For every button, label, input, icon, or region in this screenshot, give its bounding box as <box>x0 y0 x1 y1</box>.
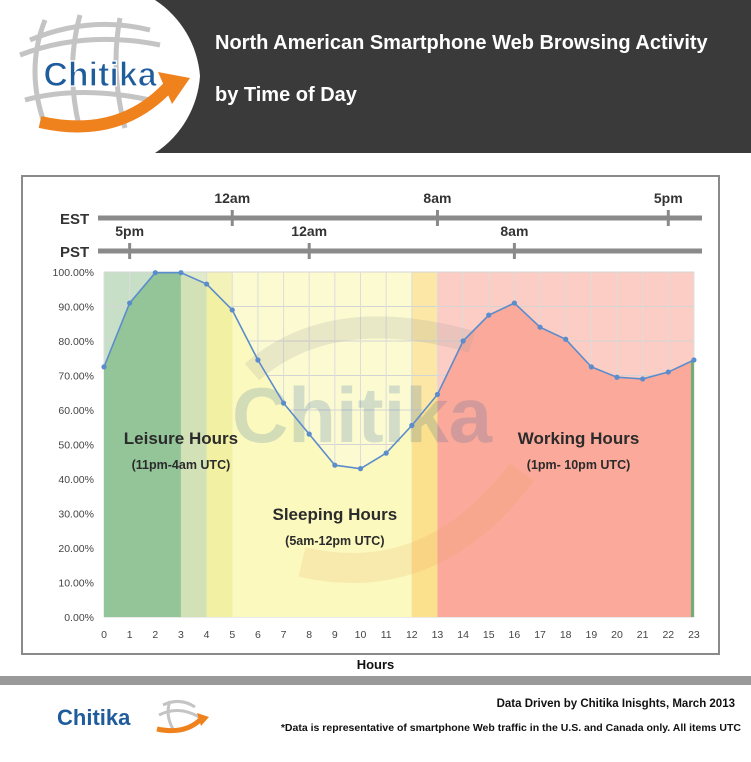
x-tick-label: 5 <box>229 629 235 641</box>
footer-divider <box>0 676 751 685</box>
chitika-logo: Chitika <box>0 0 200 153</box>
x-tick-label: 0 <box>101 629 107 641</box>
x-tick-label: 20 <box>611 629 623 641</box>
data-point-19 <box>588 364 594 370</box>
data-point-1 <box>127 300 133 306</box>
logo-wordmark: Chitika <box>43 56 157 94</box>
annotation-title-0: Leisure Hours <box>124 429 238 448</box>
data-point-14 <box>460 338 466 344</box>
timezone-label-pst: PST <box>60 244 89 261</box>
x-tick-label: 10 <box>355 629 367 641</box>
x-tick-label: 16 <box>509 629 521 641</box>
footnote: *Data is representative of smartphone We… <box>280 722 741 734</box>
data-point-4 <box>204 281 210 287</box>
series-line <box>103 271 695 470</box>
y-tick-label: 70.00% <box>58 371 94 383</box>
x-tick-label: 2 <box>152 629 158 641</box>
x-tick-label: 19 <box>586 629 598 641</box>
annotation-title-1: Sleeping Hours <box>273 505 398 524</box>
annotation-title-2: Working Hours <box>518 429 640 448</box>
annotation-subtitle-1: (5am-12pm UTC) <box>285 534 384 548</box>
x-tick-label: 17 <box>534 629 546 641</box>
footer-logo-wordmark: Chitika <box>57 705 131 730</box>
x-tick-label: 1 <box>127 629 133 641</box>
x-tick-label: 3 <box>178 629 184 641</box>
data-point-21 <box>640 376 646 382</box>
source-credit: Data Driven by Chitika Inisghts, March 2… <box>496 698 735 710</box>
y-tick-label: 100.00% <box>53 267 94 279</box>
y-tick-label: 0.00% <box>64 612 94 624</box>
timezone-mark-label: 5pm <box>115 223 144 239</box>
data-point-20 <box>614 374 620 380</box>
y-tick-label: 30.00% <box>58 509 94 521</box>
data-point-11 <box>383 450 389 456</box>
annotation-subtitle-0: (11pm-4am UTC) <box>132 458 231 472</box>
area-segment-5 <box>437 303 694 617</box>
data-point-0 <box>101 364 107 370</box>
chart-area: Chitika 0.00% 10.00% 20.00% 30.00% 40.00% 50.… <box>53 190 702 641</box>
y-tick-label: 10.00% <box>58 578 94 590</box>
page-title: North American Smartphone Web Browsing A… <box>215 32 708 54</box>
data-point-22 <box>665 369 671 375</box>
area-segment-2 <box>206 284 233 617</box>
data-point-15 <box>486 312 492 318</box>
chart-frame: Chitika 0.00% 10.00% 20.00% 30.00% 40.00% 50.… <box>21 175 720 655</box>
x-tick-label: 6 <box>255 629 261 641</box>
data-point-12 <box>409 422 415 429</box>
data-point-17 <box>537 324 543 330</box>
x-tick-label: 22 <box>662 629 674 641</box>
y-tick-label: 80.00% <box>58 336 94 348</box>
annotation-subtitle-2: (1pm- 10pm UTC) <box>527 458 630 472</box>
data-point-6 <box>255 357 261 363</box>
x-tick-label: 9 <box>332 629 338 641</box>
x-tick-label: 14 <box>457 629 469 641</box>
y-tick-label: 90.00% <box>58 302 94 314</box>
data-point-10 <box>357 466 364 472</box>
x-tick-label: 11 <box>381 629 392 641</box>
x-tick-label: 23 <box>688 629 700 641</box>
globe-grid-icon <box>19 14 161 131</box>
timezone-mark-label: 12am <box>214 190 250 206</box>
data-point-7 <box>280 400 287 406</box>
timezone-mark-label: 8am <box>423 190 451 206</box>
data-point-23 <box>691 357 697 363</box>
data-point-8 <box>306 431 312 437</box>
timezone-mark-label: 8am <box>500 223 528 239</box>
area-segment-1 <box>180 272 207 617</box>
x-tick-label: 4 <box>204 629 210 641</box>
data-point-13 <box>434 391 441 398</box>
timezone-mark-label: 5pm <box>654 190 683 206</box>
y-tick-label: 20.00% <box>58 543 94 555</box>
x-tick-label: 13 <box>432 629 444 641</box>
data-point-2 <box>152 270 158 276</box>
page-subtitle: by Time of Day <box>215 84 357 106</box>
data-point-16 <box>511 300 517 306</box>
data-point-9 <box>332 462 338 468</box>
x-tick-label: 12 <box>406 629 418 641</box>
data-point-3 <box>178 270 184 276</box>
area-segment-0 <box>104 272 181 617</box>
x-axis-title: Hours <box>356 657 395 672</box>
area-end-cap <box>690 359 694 617</box>
y-tick-label: 40.00% <box>58 474 94 486</box>
svg-text:Chitika: Chitika <box>232 371 493 459</box>
x-tick-label: 21 <box>637 629 649 641</box>
y-tick-label: 50.00% <box>58 440 94 452</box>
timezone-mark-label: 12am <box>291 223 327 239</box>
chitika-footer-logo: Chitika <box>57 700 209 734</box>
header-banner: Chitika North American Smartphone Web Br… <box>0 0 751 153</box>
y-tick-label: 60.00% <box>58 405 94 417</box>
data-point-5 <box>229 307 235 313</box>
x-tick-label: 8 <box>306 629 312 641</box>
area-segment-4 <box>411 394 438 617</box>
data-point-18 <box>563 336 569 342</box>
x-tick-label: 7 <box>281 629 287 641</box>
area-segment-3 <box>232 309 412 617</box>
timezone-label-est: EST <box>60 211 89 228</box>
x-tick-label: 15 <box>483 629 495 641</box>
x-tick-label: 18 <box>560 629 572 641</box>
